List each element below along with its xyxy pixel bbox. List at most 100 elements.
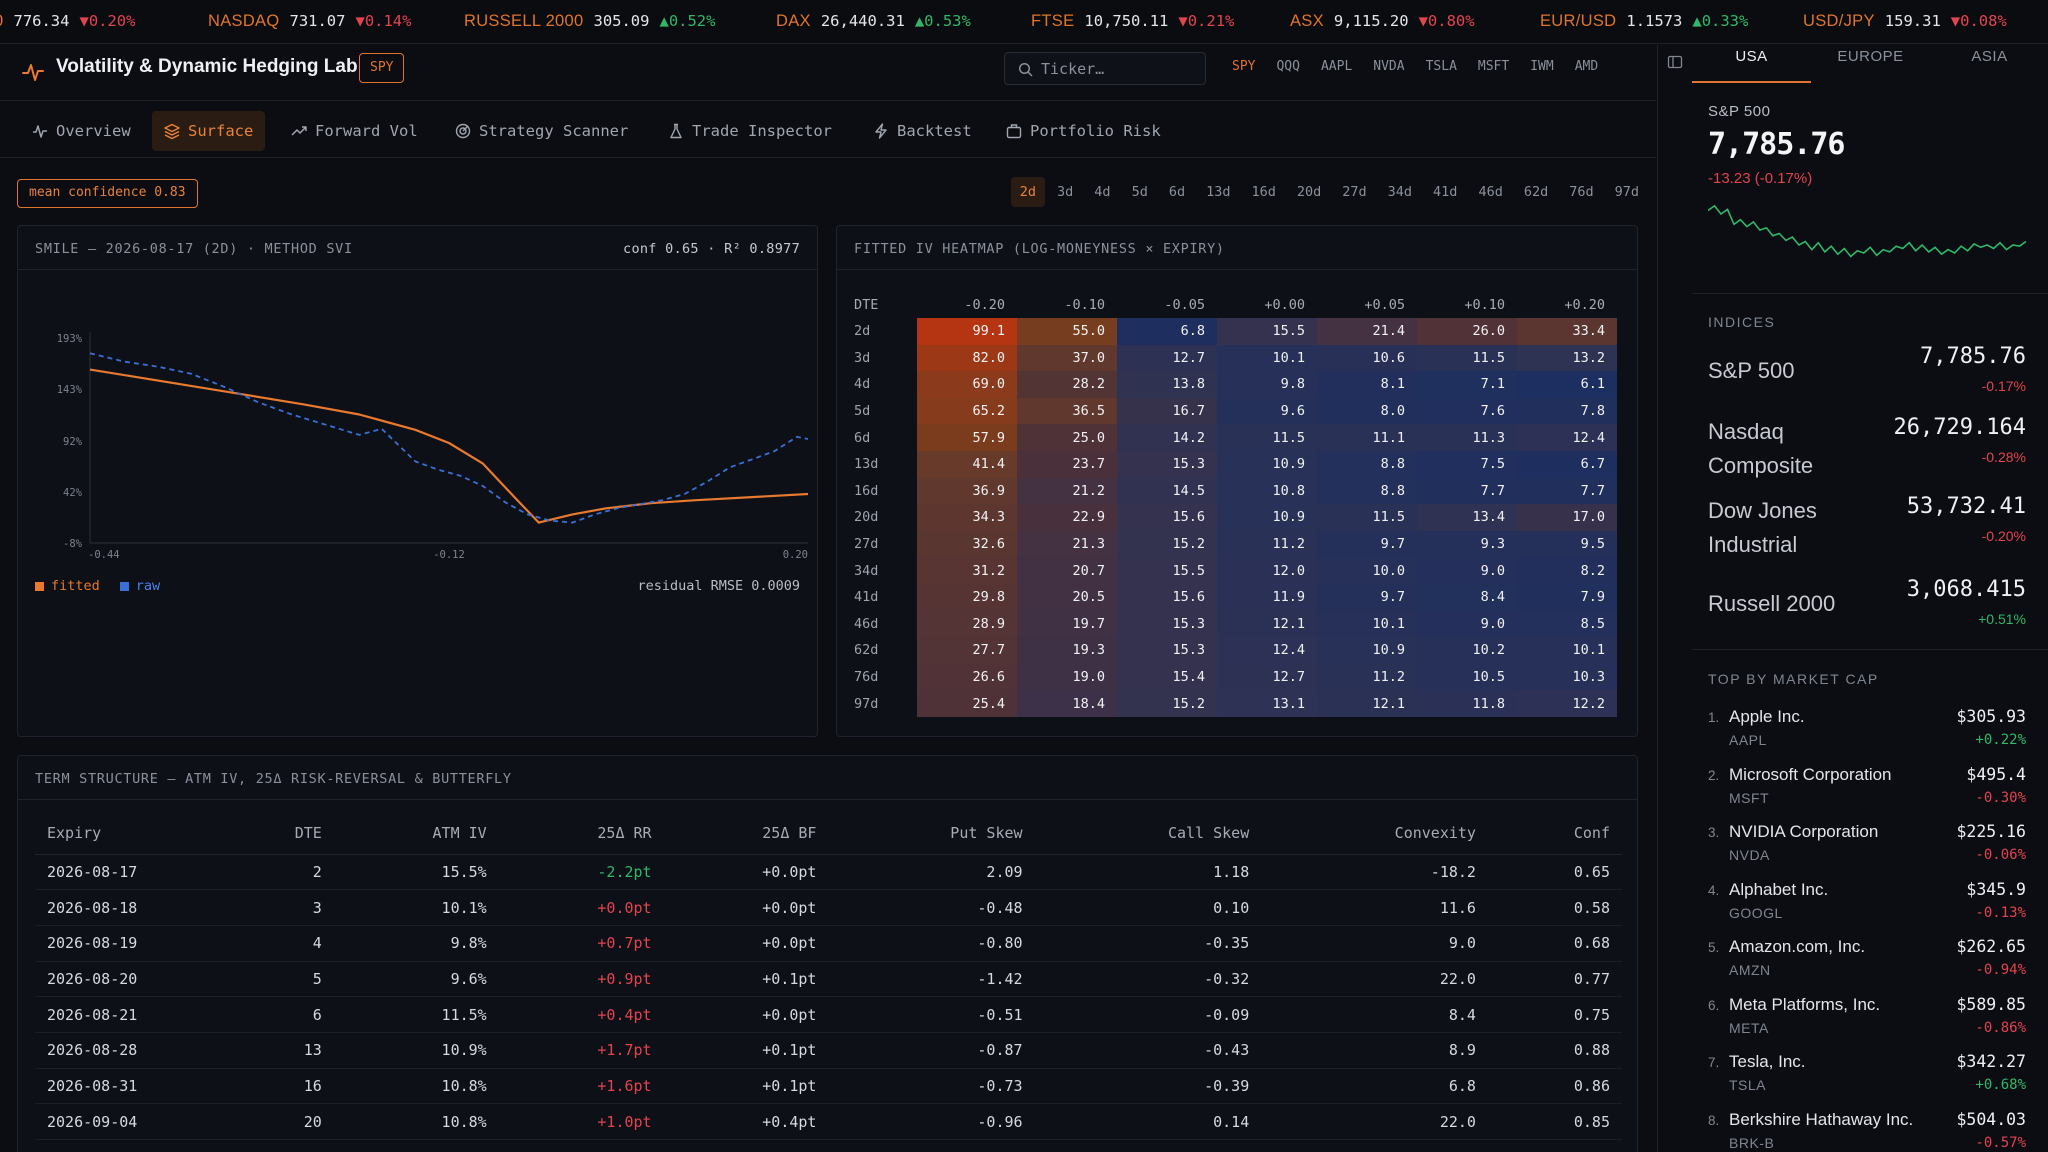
heatmap-cell[interactable]: 8.5	[1517, 610, 1617, 638]
heatmap-cell[interactable]: 7.8	[1517, 397, 1617, 425]
heatmap-cell[interactable]: 12.4	[1517, 424, 1617, 451]
heatmap-cell[interactable]: 11.8	[1417, 690, 1517, 717]
ticker-item[interactable]: ASX 9,115.20 ▼0.80%	[1290, 12, 1475, 31]
heatmap-cell[interactable]: 9.7	[1317, 530, 1417, 558]
term-column-header[interactable]: Expiry	[35, 812, 221, 855]
heatmap-cell[interactable]: 12.2	[1517, 690, 1617, 717]
heatmap-cell[interactable]: 7.6	[1417, 397, 1517, 425]
ticker-item[interactable]: 0 776.34 ▼0.20%	[0, 12, 135, 31]
term-column-header[interactable]: 25Δ BF	[663, 812, 829, 855]
heatmap-cell[interactable]: 10.8	[1217, 477, 1317, 505]
heatmap-cell[interactable]: 82.0	[917, 344, 1017, 372]
heatmap-cell[interactable]: 20.5	[1017, 583, 1117, 611]
term-column-header[interactable]: Conf	[1487, 812, 1622, 855]
heatmap-cell[interactable]: 16.7	[1117, 397, 1217, 425]
ticker-item[interactable]: RUSSELL 2000 305.09 ▲0.52%	[464, 12, 715, 31]
heatmap-cell[interactable]: 18.4	[1017, 690, 1117, 717]
quick-symbol-amd[interactable]: AMD	[1574, 59, 1599, 74]
heatmap-cell[interactable]: 19.7	[1017, 610, 1117, 638]
heatmap-cell[interactable]: 99.1	[917, 318, 1017, 345]
heatmap-cell[interactable]: 28.9	[917, 610, 1017, 638]
dte-chip-27d[interactable]: 27d	[1342, 184, 1367, 200]
dte-chip-16d[interactable]: 16d	[1251, 184, 1276, 200]
heatmap-cell[interactable]: 19.3	[1017, 637, 1117, 664]
dte-chip-46d[interactable]: 46d	[1478, 184, 1503, 200]
dte-chip-3d[interactable]: 3d	[1057, 184, 1074, 200]
heatmap-cell[interactable]: 10.6	[1317, 344, 1417, 372]
dte-chip-6d[interactable]: 6d	[1168, 184, 1186, 200]
term-row[interactable]: 2026-08-18 3 10.1% +0.0pt +0.0pt -0.48 0.10 11.…	[35, 889, 1622, 926]
heatmap-cell[interactable]: 9.0	[1417, 557, 1517, 584]
term-row[interactable]: 2026-08-20 5 9.6% +0.9pt +0.1pt -1.42 -0.32 22.…	[35, 961, 1622, 998]
heatmap-cell[interactable]: 14.2	[1117, 424, 1217, 451]
region-tab-europe[interactable]: EUROPE	[1837, 48, 1904, 65]
ticker-item[interactable]: EUR/USD 1.1573 ▲0.33%	[1540, 12, 1748, 31]
heatmap-cell[interactable]: 9.5	[1517, 530, 1617, 558]
heatmap-cell[interactable]: 37.0	[1017, 344, 1117, 372]
heatmap-cell[interactable]: 25.4	[917, 690, 1017, 717]
heatmap-cell[interactable]: 36.9	[917, 477, 1017, 505]
heatmap-cell[interactable]: 19.0	[1017, 663, 1117, 691]
heatmap-cell[interactable]: 15.3	[1117, 450, 1217, 478]
quick-symbol-msft[interactable]: MSFT	[1477, 59, 1510, 74]
heatmap-cell[interactable]: 22.9	[1017, 504, 1117, 531]
heatmap-cell[interactable]: 7.9	[1517, 583, 1617, 611]
heatmap-cell[interactable]: 57.9	[917, 424, 1017, 451]
term-column-header[interactable]: Convexity	[1261, 812, 1488, 855]
ticker-search[interactable]	[1004, 52, 1206, 85]
dte-chip-13d[interactable]: 13d	[1206, 184, 1231, 200]
heatmap-cell[interactable]: 15.3	[1117, 637, 1217, 664]
heatmap-cell[interactable]: 9.6	[1217, 397, 1317, 425]
term-row[interactable]: 2026-08-19 4 9.8% +0.7pt +0.0pt -0.80 -0.35 9.0…	[35, 925, 1622, 962]
heatmap-cell[interactable]: 36.5	[1017, 397, 1117, 425]
heatmap-cell[interactable]: 10.1	[1517, 637, 1617, 664]
tab-strategy-scanner[interactable]: Strategy Scanner	[443, 111, 640, 151]
heatmap-cell[interactable]: 6.7	[1517, 450, 1617, 478]
heatmap-cell[interactable]: 13.1	[1217, 690, 1317, 717]
heatmap-cell[interactable]: 8.1	[1317, 371, 1417, 398]
legend-fitted[interactable]: fitted	[35, 578, 100, 594]
tab-portfolio-risk[interactable]: Portfolio Risk	[994, 111, 1173, 151]
heatmap-cell[interactable]: 8.8	[1317, 477, 1417, 505]
heatmap-cell[interactable]: 10.9	[1317, 637, 1417, 664]
heatmap-cell[interactable]: 8.0	[1317, 397, 1417, 425]
heatmap-cell[interactable]: 15.2	[1117, 530, 1217, 558]
heatmap-cell[interactable]: 15.3	[1117, 610, 1217, 638]
heatmap-cell[interactable]: 6.8	[1117, 318, 1217, 345]
heatmap-cell[interactable]: 10.9	[1217, 504, 1317, 531]
heatmap-cell[interactable]: 11.2	[1317, 663, 1417, 691]
heatmap-cell[interactable]: 11.5	[1317, 504, 1417, 531]
legend-raw[interactable]: raw	[119, 578, 160, 594]
heatmap-cell[interactable]: 34.3	[917, 504, 1017, 531]
heatmap-cell[interactable]: 12.1	[1217, 610, 1317, 638]
quick-symbol-nvda[interactable]: NVDA	[1373, 59, 1405, 74]
heatmap-cell[interactable]: 14.5	[1117, 477, 1217, 505]
heatmap-cell[interactable]: 25.0	[1017, 424, 1117, 451]
dte-chip-20d[interactable]: 20d	[1296, 184, 1322, 200]
quick-symbol-tsla[interactable]: TSLA	[1425, 59, 1457, 74]
heatmap-cell[interactable]: 8.4	[1417, 583, 1517, 611]
term-column-header[interactable]: 25Δ RR	[498, 812, 664, 855]
heatmap-cell[interactable]: 13.4	[1417, 504, 1517, 531]
term-row[interactable]: 2026-08-17 2 15.5% -2.2pt +0.0pt 2.09 1.18 -18.…	[35, 854, 1622, 891]
heatmap-cell[interactable]: 11.3	[1417, 424, 1517, 451]
dte-chip-34d[interactable]: 34d	[1387, 184, 1413, 200]
dte-chip-76d[interactable]: 76d	[1569, 184, 1594, 200]
ticker-item[interactable]: USD/JPY 159.31 ▼0.08%	[1803, 12, 2007, 31]
dte-chip-62d[interactable]: 62d	[1523, 184, 1549, 200]
dte-chip-41d[interactable]: 41d	[1433, 184, 1458, 200]
heatmap-cell[interactable]: 12.7	[1117, 344, 1217, 372]
heatmap-cell[interactable]: 21.3	[1017, 530, 1117, 558]
heatmap-cell[interactable]: 27.7	[917, 637, 1017, 664]
heatmap-cell[interactable]: 10.5	[1417, 663, 1517, 691]
heatmap-cell[interactable]: 7.7	[1417, 477, 1517, 505]
heatmap-cell[interactable]: 26.0	[1417, 318, 1517, 345]
heatmap-cell[interactable]: 9.3	[1417, 530, 1517, 558]
heatmap-cell[interactable]: 65.2	[917, 397, 1017, 425]
heatmap-cell[interactable]: 15.5	[1117, 557, 1217, 584]
tab-backtest[interactable]: Backtest	[861, 111, 984, 151]
region-tab-asia[interactable]: ASIA	[1971, 48, 2008, 65]
term-row[interactable]: 2026-08-28 13 10.9% +1.7pt +0.1pt -0.87 -0.43 8…	[35, 1032, 1622, 1069]
heatmap-cell[interactable]: 11.9	[1217, 583, 1317, 611]
heatmap-cell[interactable]: 12.1	[1317, 690, 1417, 717]
